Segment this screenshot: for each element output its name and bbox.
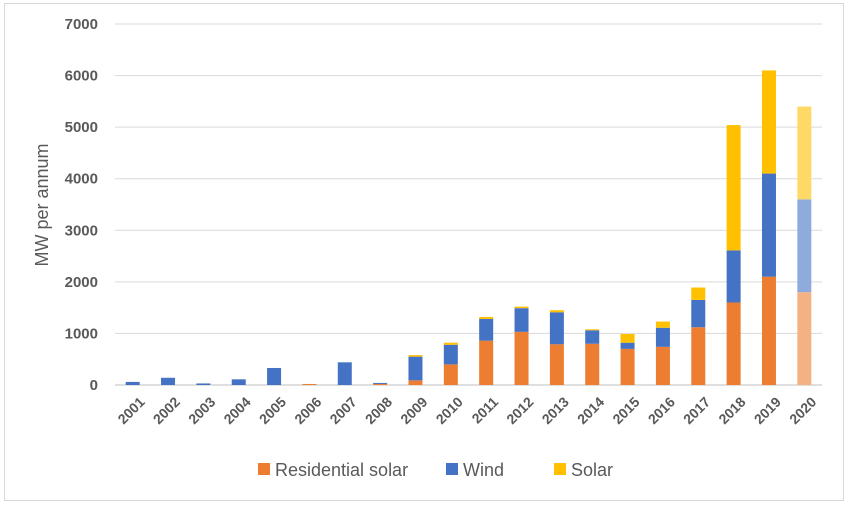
bar-residential-solar-2015 bbox=[620, 348, 635, 385]
y-tick-label: 1000 bbox=[65, 325, 98, 342]
legend-label-solar: Solar bbox=[571, 460, 613, 480]
bar-wind-2015 bbox=[620, 342, 635, 349]
bar-residential-solar-2020 bbox=[797, 292, 812, 385]
bar-wind-2001 bbox=[125, 381, 140, 385]
x-tick-label: 2011 bbox=[468, 394, 501, 427]
y-tick-label: 2000 bbox=[65, 274, 98, 291]
bar-wind-2007 bbox=[337, 362, 352, 385]
x-tick-label: 2003 bbox=[185, 394, 218, 427]
bar-solar-2011 bbox=[479, 316, 494, 319]
bar-residential-solar-2013 bbox=[549, 344, 564, 385]
x-tick-label: 2014 bbox=[574, 394, 607, 427]
bar-wind-2011 bbox=[479, 318, 494, 341]
bar-wind-2019 bbox=[761, 173, 776, 277]
bar-wind-2018 bbox=[726, 250, 741, 303]
chart-frame bbox=[4, 3, 844, 501]
x-tick-label: 2019 bbox=[751, 394, 784, 427]
x-tick-label: 2001 bbox=[114, 394, 147, 427]
x-tick-label: 2015 bbox=[609, 394, 642, 427]
gridlines bbox=[115, 23, 822, 386]
bar-residential-solar-2014 bbox=[585, 343, 600, 385]
x-tick-label: 2006 bbox=[291, 394, 324, 427]
bar-residential-solar-2011 bbox=[479, 340, 494, 385]
bar-solar-2016 bbox=[655, 321, 670, 328]
bar-wind-2008 bbox=[373, 382, 388, 384]
y-tick-label: 4000 bbox=[65, 171, 98, 188]
x-tick-label: 2008 bbox=[362, 394, 395, 427]
bar-wind-2012 bbox=[514, 308, 529, 332]
legend-swatch-residential-solar bbox=[258, 463, 270, 475]
bar-wind-2009 bbox=[408, 356, 423, 381]
legend-swatch-solar bbox=[554, 463, 566, 475]
bar-residential-solar-2010 bbox=[443, 364, 458, 385]
x-tick-label: 2020 bbox=[786, 394, 819, 427]
bar-residential-solar-2018 bbox=[726, 302, 741, 385]
legend-swatch-wind bbox=[446, 463, 458, 475]
x-tick-label: 2004 bbox=[220, 394, 253, 427]
x-tick-label: 2013 bbox=[539, 394, 572, 427]
x-tick-label: 2016 bbox=[645, 394, 678, 427]
bar-solar-2014 bbox=[585, 329, 600, 331]
y-tick-label: 3000 bbox=[65, 222, 98, 239]
bar-wind-2013 bbox=[549, 312, 564, 345]
y-tick-label: 6000 bbox=[65, 68, 98, 85]
bar-solar-2019 bbox=[761, 70, 776, 174]
x-tick-label: 2010 bbox=[433, 394, 466, 427]
legend: Residential solar Wind Solar bbox=[258, 460, 613, 480]
legend-label-residential-solar: Residential solar bbox=[275, 460, 408, 480]
bar-wind-2002 bbox=[161, 377, 176, 385]
y-axis-ticks: 0 1000 2000 3000 4000 5000 6000 7000 bbox=[65, 16, 98, 394]
bar-residential-solar-2009 bbox=[408, 380, 423, 385]
x-tick-label: 2017 bbox=[680, 394, 713, 427]
bar-solar-2012 bbox=[514, 306, 529, 309]
bar-wind-2004 bbox=[231, 379, 246, 385]
y-tick-label: 0 bbox=[90, 377, 98, 394]
bars bbox=[125, 70, 812, 385]
bar-residential-solar-2016 bbox=[655, 346, 670, 385]
bar-residential-solar-2008 bbox=[373, 383, 388, 385]
legend-label-wind: Wind bbox=[463, 460, 504, 480]
bar-residential-solar-2019 bbox=[761, 276, 776, 385]
y-tick-label: 7000 bbox=[65, 16, 98, 33]
x-tick-label: 2007 bbox=[326, 394, 359, 427]
bar-wind-2017 bbox=[691, 299, 706, 328]
x-tick-label: 2002 bbox=[150, 394, 183, 427]
bar-wind-2016 bbox=[655, 327, 670, 347]
y-axis-title: MW per annum bbox=[32, 143, 52, 266]
x-axis-ticks: 2001 2002 2003 2004 2005 2006 2007 2008 2009 2010… bbox=[114, 394, 819, 427]
bar-solar-2010 bbox=[443, 342, 458, 345]
x-tick-label: 2018 bbox=[715, 394, 748, 427]
bar-wind-2003 bbox=[196, 383, 211, 385]
bar-solar-2018 bbox=[726, 125, 741, 251]
bar-residential-solar-2017 bbox=[691, 327, 706, 385]
x-tick-label: 2012 bbox=[503, 394, 536, 427]
x-tick-label: 2005 bbox=[256, 394, 289, 427]
bar-wind-2014 bbox=[585, 330, 600, 344]
bar-solar-2020 bbox=[797, 106, 812, 200]
bar-wind-2010 bbox=[443, 344, 458, 365]
bar-solar-2013 bbox=[549, 310, 564, 313]
y-tick-label: 5000 bbox=[65, 119, 98, 136]
x-tick-label: 2009 bbox=[397, 394, 430, 427]
bar-wind-2005 bbox=[267, 367, 282, 385]
bar-residential-solar-2012 bbox=[514, 331, 529, 385]
bar-wind-2020 bbox=[797, 199, 812, 293]
bar-solar-2009 bbox=[408, 355, 423, 357]
bar-solar-2015 bbox=[620, 333, 635, 343]
bar-solar-2017 bbox=[691, 287, 706, 300]
bar-residential-solar-2006 bbox=[302, 383, 317, 385]
